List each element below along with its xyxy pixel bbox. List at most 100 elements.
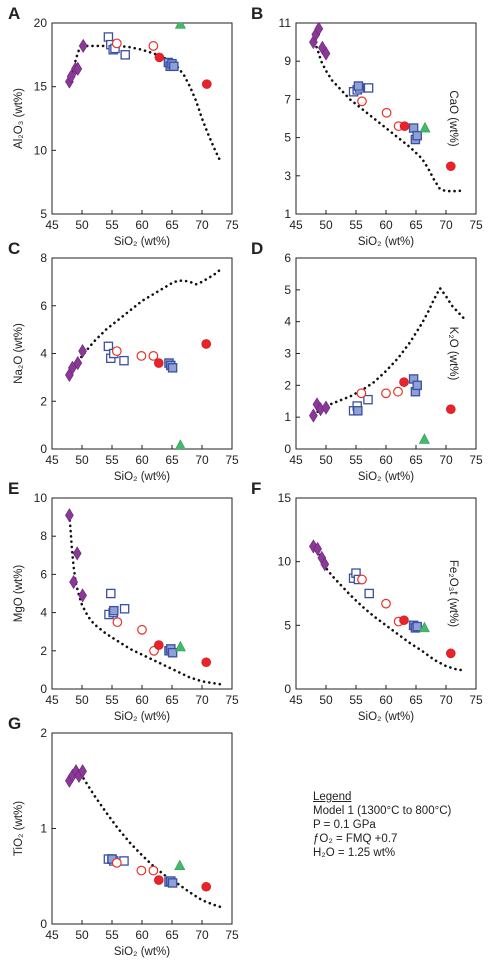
- x-tick-label: 45: [45, 928, 59, 942]
- x-tick-label: 50: [75, 218, 89, 232]
- diamond-point: [313, 541, 322, 557]
- y-tick-label: 11: [279, 16, 292, 30]
- x-tick-label: 50: [75, 453, 89, 467]
- filled-square-point: [169, 61, 179, 72]
- y-tick-label: 9: [284, 54, 291, 68]
- model-1-line: [312, 545, 466, 672]
- x-tick-label: 65: [409, 453, 423, 467]
- open-circle-point: [357, 574, 367, 585]
- y-tick-label: 6: [40, 567, 47, 581]
- plot-area: [309, 285, 466, 444]
- x-axis-label: SiO₂ (wt%): [114, 711, 170, 723]
- plot-area: [65, 764, 222, 909]
- x-tick-label: 55: [349, 218, 363, 232]
- filled-circle-point: [154, 875, 164, 885]
- y-tick-label: 5: [40, 207, 47, 221]
- open-square-point: [106, 588, 116, 599]
- y-tick-label: 4: [284, 315, 291, 329]
- plot-area: [65, 23, 222, 162]
- x-tick-label: 45: [289, 693, 303, 707]
- x-tick-label: 60: [379, 693, 393, 707]
- x-tick-label: 70: [195, 693, 209, 707]
- y-tick-label: 4: [40, 347, 47, 361]
- y-tick-label: 8: [40, 529, 47, 543]
- x-tick-label: 60: [135, 218, 149, 232]
- y-tick-label: 20: [34, 16, 48, 30]
- filled-circle-point: [201, 657, 211, 668]
- model-1-line: [313, 40, 466, 193]
- x-tick-label: 70: [439, 453, 453, 467]
- filled-square-point: [167, 647, 178, 658]
- x-axis-label: SiO₂ (wt%): [114, 471, 170, 483]
- filled-circle-point: [201, 339, 211, 349]
- panel-letter: B: [251, 4, 263, 23]
- filled-square-point: [353, 81, 364, 91]
- filled-square-point: [109, 605, 119, 616]
- filled-square-point: [412, 621, 422, 632]
- diamond-point: [78, 38, 88, 53]
- x-tick-label: 75: [225, 928, 239, 942]
- panel-a: A 45 50 55 60 65 70 75 5 10 15 20 SiO₂ (wt%) Al₂O₃ (w…: [8, 4, 239, 248]
- y-tick-label: 0: [284, 442, 291, 456]
- open-square-point: [364, 588, 374, 599]
- open-circle-point: [381, 598, 391, 609]
- plot-area: [65, 508, 222, 686]
- x-tick-label: 75: [469, 218, 483, 232]
- x-tick-label: 55: [349, 693, 363, 707]
- y-axis-label: Al₂O₃ (wt%): [13, 88, 25, 149]
- triangle-point: [418, 433, 430, 444]
- x-tick-label: 55: [105, 218, 119, 232]
- y-tick-label: 1: [284, 410, 291, 424]
- y-tick-label: 4: [40, 606, 47, 620]
- filled-circle-point: [399, 615, 409, 626]
- y-tick-label: 6: [40, 299, 47, 313]
- x-tick-label: 70: [439, 218, 453, 232]
- x-tick-label: 45: [289, 453, 303, 467]
- y-tick-label: 10: [278, 555, 292, 569]
- y-tick-label: 1: [40, 822, 47, 836]
- open-square-point: [119, 355, 129, 366]
- y-tick-label: 0: [40, 682, 47, 696]
- x-tick-label: 50: [319, 218, 333, 232]
- panel-letter: F: [251, 479, 261, 498]
- open-circle-point: [136, 350, 147, 361]
- plot-area: [309, 23, 466, 193]
- panel-b: B 45 50 55 60 65 70 75 1 3 5 7 9 11 SiO₂ (wt%) CaO (wt%…: [251, 4, 483, 248]
- model-1-line: [68, 766, 222, 909]
- filled-square-point: [412, 380, 422, 391]
- diamond-point: [309, 408, 318, 423]
- diamond-point: [78, 764, 87, 779]
- y-tick-label: 0: [40, 917, 47, 931]
- triangle-point: [175, 439, 186, 449]
- y-tick-label: 2: [40, 726, 47, 740]
- plot-area: [309, 539, 466, 672]
- panel-e: E 45 50 55 60 65 70 75 0 2 4 6 8 10 SiO₂ (wt%) MgO (wt%…: [8, 479, 239, 723]
- triangle-point: [419, 121, 431, 133]
- open-circle-point: [148, 350, 159, 361]
- y-tick-label: 5: [284, 283, 291, 297]
- filled-circle-point: [201, 881, 211, 892]
- open-circle-point: [111, 38, 122, 49]
- y-tick-label: 2: [284, 378, 291, 392]
- y-tick-label: 2: [40, 394, 47, 408]
- open-circle-point: [356, 388, 367, 399]
- diamond-point: [314, 23, 324, 36]
- filled-circle-point: [445, 648, 456, 659]
- y-tick-label: 0: [40, 442, 47, 456]
- open-circle-point: [112, 617, 123, 628]
- x-tick-label: 75: [225, 693, 239, 707]
- filled-square-point: [353, 406, 363, 416]
- x-tick-label: 45: [45, 218, 59, 232]
- panel-c: C 45 50 55 60 65 70 75 0 2 4 6 8 SiO₂ (wt%) Na₂O (wt%): [8, 239, 239, 483]
- open-circle-point: [148, 41, 159, 51]
- diamond-point: [78, 344, 87, 359]
- x-tick-label: 65: [409, 693, 423, 707]
- open-circle-point: [111, 346, 122, 357]
- x-tick-label: 45: [45, 693, 59, 707]
- diamond-point: [65, 508, 74, 523]
- x-tick-label: 55: [105, 453, 119, 467]
- open-circle-point: [357, 96, 367, 107]
- filled-circle-point: [445, 404, 456, 415]
- y-tick-label: 15: [34, 80, 48, 94]
- x-tick-label: 60: [379, 218, 393, 232]
